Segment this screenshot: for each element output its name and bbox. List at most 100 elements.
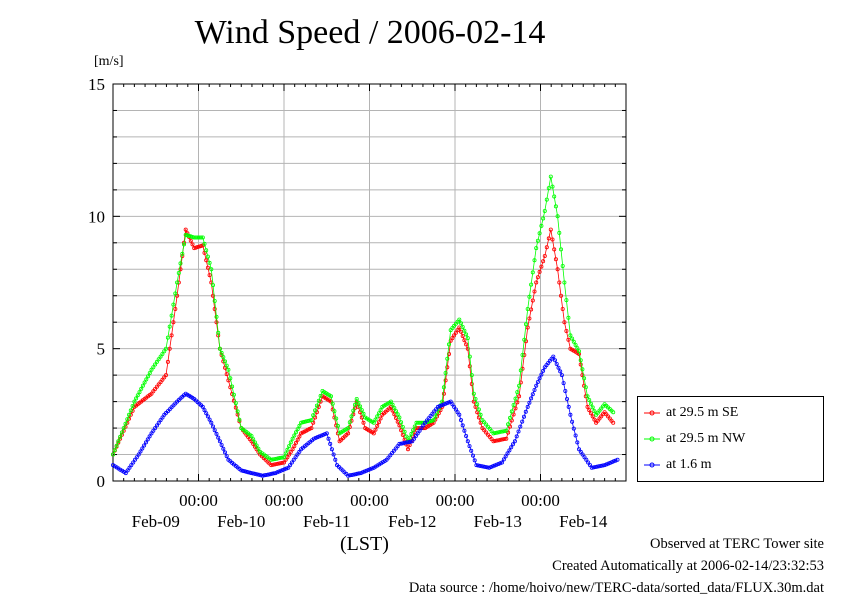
data-point	[111, 452, 116, 457]
data-point	[511, 412, 516, 417]
data-point	[464, 433, 469, 438]
data-point	[209, 420, 214, 425]
data-point	[527, 294, 532, 299]
data-point	[470, 453, 475, 458]
data-point	[568, 412, 573, 417]
data-point	[112, 448, 117, 453]
data-point	[496, 430, 501, 435]
data-point	[590, 405, 595, 410]
data-point	[188, 238, 193, 243]
data-point	[472, 458, 477, 463]
data-point	[358, 471, 363, 476]
data-point	[347, 473, 352, 478]
data-point	[335, 423, 340, 428]
data-point	[252, 440, 257, 445]
data-point	[210, 424, 215, 429]
data-point	[527, 400, 532, 405]
data-point	[114, 443, 119, 448]
data-point	[464, 332, 469, 337]
data-point	[212, 428, 217, 433]
data-point	[290, 447, 295, 452]
x-tick-date-label: Feb-13	[474, 512, 522, 531]
data-point	[504, 428, 509, 433]
data-point	[401, 441, 406, 446]
data-point	[361, 420, 366, 425]
data-point	[415, 431, 420, 436]
data-point	[233, 401, 238, 406]
data-point	[183, 232, 188, 237]
data-point	[495, 438, 500, 443]
data-point	[212, 306, 217, 311]
chart-title: Wind Speed / 2006-02-14	[194, 14, 546, 51]
data-point	[565, 396, 570, 401]
data-point	[180, 251, 185, 256]
data-point	[602, 463, 607, 468]
data-point	[285, 447, 290, 452]
data-point	[349, 472, 354, 477]
data-point	[476, 407, 481, 412]
data-point	[550, 237, 555, 242]
data-point	[274, 456, 279, 461]
data-point	[226, 367, 231, 372]
data-point	[611, 459, 616, 464]
data-point	[328, 394, 333, 399]
data-point	[577, 447, 582, 452]
data-point	[498, 429, 503, 434]
data-point	[178, 267, 183, 272]
data-point	[328, 441, 333, 446]
data-point	[309, 426, 314, 431]
data-point	[207, 260, 212, 265]
data-point	[160, 351, 165, 356]
data-point	[525, 404, 530, 409]
data-point	[537, 269, 542, 274]
data-point	[276, 456, 281, 461]
data-point	[144, 377, 149, 382]
data-point	[297, 423, 302, 428]
data-point	[539, 372, 544, 377]
data-point	[205, 414, 210, 419]
data-point	[277, 469, 282, 474]
data-point	[578, 358, 583, 363]
legend-swatch-1-6m	[644, 462, 660, 468]
data-point	[502, 436, 507, 441]
data-point	[458, 418, 463, 423]
data-point	[513, 406, 518, 411]
data-point	[397, 415, 402, 420]
data-point	[361, 411, 366, 416]
data-point	[295, 437, 300, 442]
data-point	[293, 440, 298, 445]
x-tick-time-label: 00:00	[350, 491, 389, 510]
data-point	[366, 467, 371, 472]
data-point	[464, 342, 469, 347]
data-point	[589, 465, 594, 470]
data-point	[573, 433, 578, 438]
data-point	[202, 408, 207, 413]
data-point	[583, 385, 588, 390]
data-point	[287, 444, 292, 449]
x-axis-label: (LST)	[340, 533, 389, 555]
data-point	[580, 452, 585, 457]
data-point	[142, 443, 147, 448]
data-point	[163, 346, 168, 351]
data-point	[140, 383, 145, 388]
data-point	[158, 418, 163, 423]
series-1	[111, 174, 616, 462]
data-point	[116, 439, 121, 444]
data-point	[517, 394, 522, 399]
data-point	[557, 230, 562, 235]
data-point	[397, 441, 402, 446]
data-point	[400, 432, 405, 437]
data-point	[326, 436, 331, 441]
data-point	[156, 420, 161, 425]
data-point	[302, 419, 307, 424]
data-point	[404, 440, 409, 445]
data-point	[561, 381, 566, 386]
data-point	[399, 428, 404, 433]
data-point	[138, 449, 143, 454]
data-point	[542, 253, 547, 258]
data-point	[512, 439, 517, 444]
data-point	[588, 463, 593, 468]
data-point	[151, 428, 156, 433]
data-point	[562, 320, 567, 325]
data-point	[570, 336, 575, 341]
